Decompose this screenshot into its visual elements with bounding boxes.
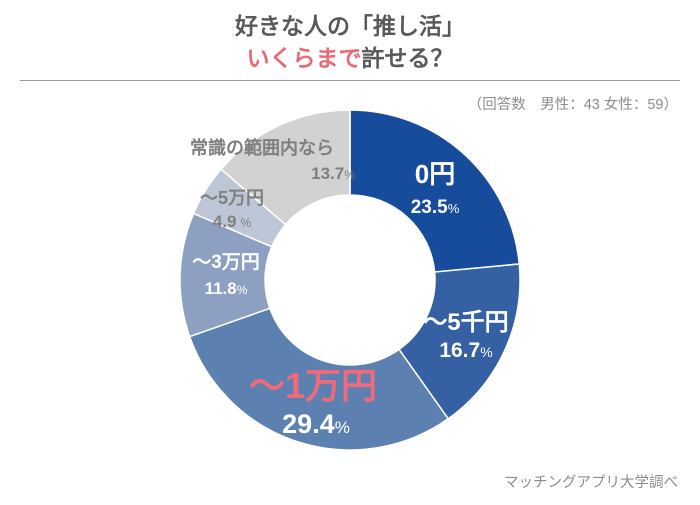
svg-text:〜3万円: 〜3万円 [192,252,260,273]
svg-text:常識の範囲内なら: 常識の範囲内なら [190,137,334,158]
svg-text:0円: 0円 [415,159,455,189]
svg-text:〜1万円: 〜1万円 [249,365,377,406]
svg-text:〜5千円: 〜5千円 [423,309,508,336]
svg-text:23.5%: 23.5% [411,197,460,218]
svg-text:〜5万円: 〜5万円 [200,188,264,208]
